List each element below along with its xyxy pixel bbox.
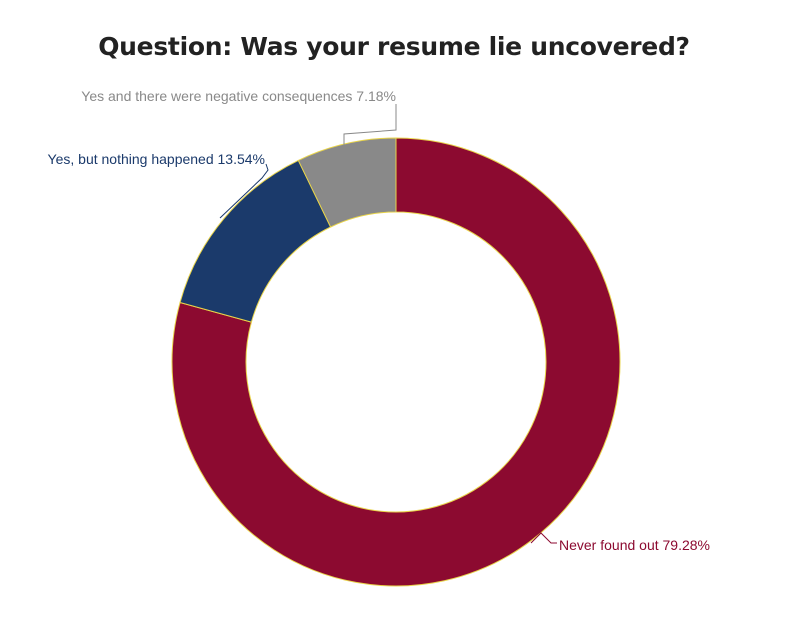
chart-title: Question: Was your resume lie uncovered?	[98, 32, 690, 61]
donut-slice-negative[interactable]	[297, 137, 397, 228]
leader-line-never	[530, 532, 557, 544]
leader-line-nothing	[219, 163, 269, 219]
leader-line-negative	[343, 104, 397, 145]
slice-label-negative: Yes and there were negative consequences…	[81, 88, 396, 104]
slice-label-never: Never found out 79.28%	[559, 537, 710, 553]
slice-label-nothing: Yes, but nothing happened 13.54%	[48, 151, 265, 167]
donut-slices	[171, 137, 621, 587]
label-leaders	[219, 104, 557, 544]
donut-slice-never[interactable]	[171, 137, 621, 587]
slice-labels: Never found out 79.28% Yes, but nothing h…	[48, 88, 710, 553]
